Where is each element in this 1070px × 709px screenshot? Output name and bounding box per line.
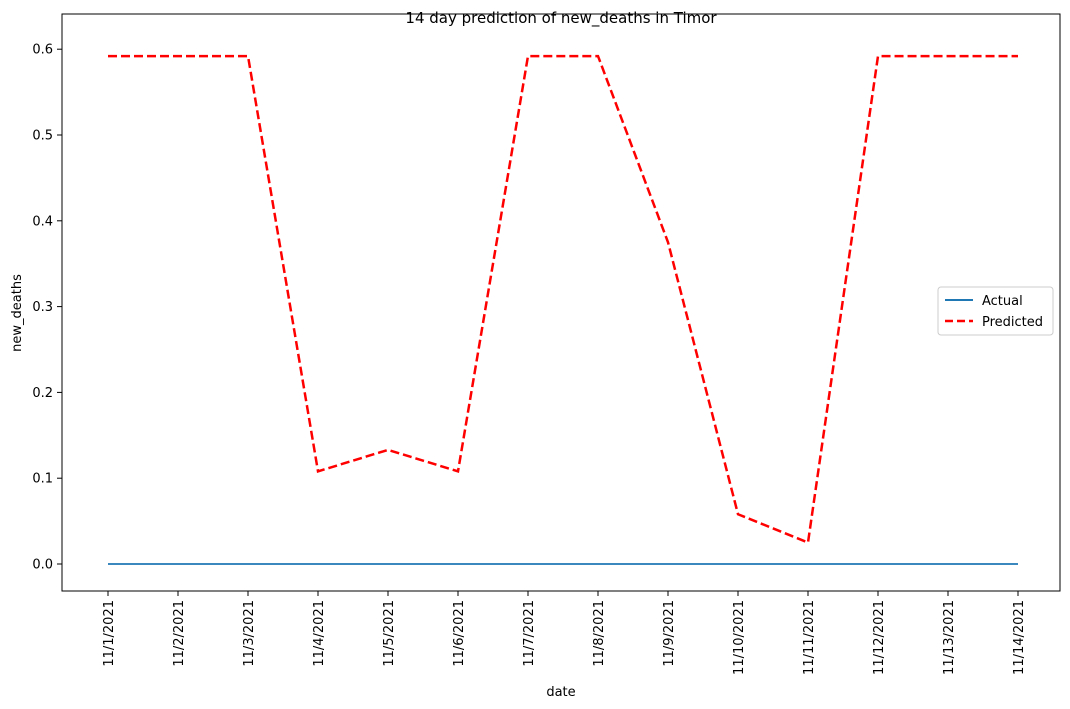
y-tick-label: 0.0 — [32, 558, 53, 573]
y-tick-label: 0.6 — [32, 43, 53, 58]
x-tick-label: 11/6/2021 — [452, 600, 467, 667]
x-tick-label: 11/1/2021 — [102, 600, 117, 667]
y-tick-label: 0.3 — [32, 300, 53, 315]
y-axis: 0.0 0.1 0.2 0.3 0.4 0.5 0.6 — [32, 43, 62, 573]
x-tick-label: 11/7/2021 — [522, 600, 537, 667]
x-tick-label: 11/9/2021 — [662, 600, 677, 667]
x-tick-label: 11/14/2021 — [1012, 600, 1027, 675]
chart-title: 14 day prediction of new_deaths in Timor — [405, 9, 717, 28]
x-tick-label: 11/2/2021 — [172, 600, 187, 667]
legend-predicted-label: Predicted — [982, 315, 1043, 330]
plot-area — [108, 54, 1018, 565]
legend-actual-label: Actual — [982, 294, 1023, 309]
y-axis-label: new_deaths — [10, 274, 25, 352]
plot-frame — [61, 13, 1061, 592]
x-axis: 11/1/2021 11/2/2021 11/3/2021 11/4/2021 11/5… — [102, 591, 1027, 675]
x-tick-label: 11/10/2021 — [732, 600, 747, 675]
x-axis-label: date — [546, 685, 575, 700]
x-tick-label: 11/12/2021 — [872, 600, 887, 675]
x-tick-label: 11/13/2021 — [942, 600, 957, 675]
legend: Actual Predicted — [937, 286, 1054, 336]
series-line-predicted — [108, 54, 1018, 545]
x-tick-label: 11/11/2021 — [802, 600, 817, 675]
x-tick-label: 11/4/2021 — [312, 600, 327, 667]
x-tick-label: 11/8/2021 — [592, 600, 607, 667]
y-tick-label: 0.2 — [32, 386, 53, 401]
y-tick-label: 0.1 — [32, 472, 53, 487]
x-tick-label: 11/3/2021 — [242, 600, 257, 667]
y-tick-label: 0.4 — [32, 214, 53, 229]
x-tick-label: 11/5/2021 — [382, 600, 397, 667]
y-tick-label: 0.5 — [32, 129, 53, 144]
